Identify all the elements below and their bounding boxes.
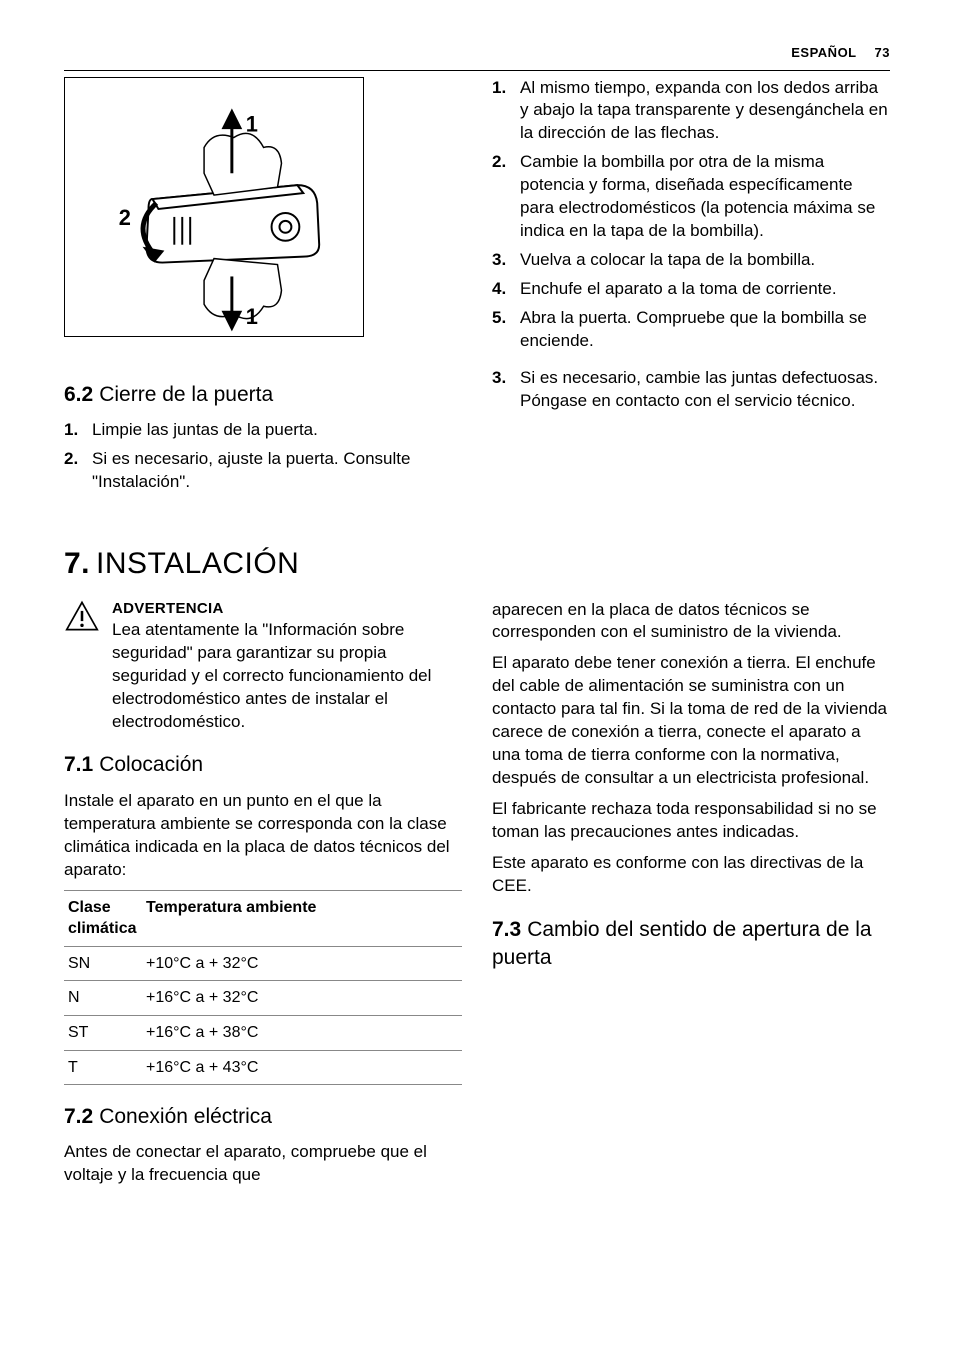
list-item: 3.Vuelva a colocar la tapa de la bombill…: [492, 249, 890, 272]
para-71-intro: Instale el aparato en un punto en el que…: [64, 790, 462, 882]
table-row: ST+16°C a + 38°C: [64, 1015, 462, 1050]
heading-62: 6.2Cierre de la puerta: [64, 381, 462, 409]
lamp-diagram-icon: 1 1 2: [65, 78, 363, 336]
figure-label-1-bottom: 1: [246, 304, 258, 329]
list-item: 4.Enchufe el aparato a la toma de corrie…: [492, 278, 890, 301]
block-62: 6.2Cierre de la puerta 1.Limpie las junt…: [64, 363, 890, 504]
para-72-r4: Este aparato es conforme con las directi…: [492, 852, 890, 898]
col-left-figure: 1 1 2: [64, 77, 462, 363]
figure-lamp-cover: 1 1 2: [64, 77, 364, 337]
list-item: 1.Limpie las juntas de la puerta.: [64, 419, 462, 442]
para-72-r3: El fabricante rechaza toda responsabilid…: [492, 798, 890, 844]
page-header: ESPAÑOL 73: [64, 44, 890, 62]
block-7: ADVERTENCIA Lea atentamente la "Informac…: [64, 599, 890, 1196]
warning-block: ADVERTENCIA Lea atentamente la "Informac…: [64, 599, 462, 734]
heading-7: 7.INSTALACIÓN: [64, 544, 890, 585]
header-lang: ESPAÑOL: [791, 45, 856, 60]
para-72-r1: aparecen en la placa de datos técnicos s…: [492, 599, 890, 645]
header-page: 73: [875, 45, 890, 60]
list-item: 5.Abra la puerta. Compruebe que la bombi…: [492, 307, 890, 353]
table-header-class: Clase climática: [64, 890, 142, 946]
list-item: 2.Cambie la bombilla por otra de la mism…: [492, 151, 890, 243]
table-header-temp: Temperatura ambiente: [142, 890, 462, 946]
para-72-r2: El aparato debe tener conexión a tierra.…: [492, 652, 890, 790]
col-right-steps: 1.Al mismo tiempo, expanda con los dedos…: [492, 77, 890, 363]
heading-73: 7.3Cambio del sentido de apertura de la …: [492, 916, 890, 973]
col-7-left: ADVERTENCIA Lea atentamente la "Informac…: [64, 599, 462, 1196]
top-rule: [64, 70, 890, 71]
heading-71: 7.1Colocación: [64, 751, 462, 779]
lamp-steps-list: 1.Al mismo tiempo, expanda con los dedos…: [492, 77, 890, 353]
block-lamp: 1 1 2 1.Al mismo tiempo, expanda con los…: [64, 77, 890, 363]
list-item: 2.Si es necesario, ajuste la puerta. Con…: [64, 448, 462, 494]
steps-62-right: 3.Si es necesario, cambie las juntas def…: [492, 367, 890, 413]
table-row: SN+10°C a + 32°C: [64, 946, 462, 981]
list-item: 1.Al mismo tiempo, expanda con los dedos…: [492, 77, 890, 146]
warning-title: ADVERTENCIA: [112, 599, 462, 619]
col-62-right: 3.Si es necesario, cambie las juntas def…: [492, 363, 890, 504]
figure-label-2: 2: [119, 204, 131, 229]
table-row: N+16°C a + 32°C: [64, 981, 462, 1016]
warning-text: ADVERTENCIA Lea atentamente la "Informac…: [112, 599, 462, 734]
heading-72: 7.2Conexión eléctrica: [64, 1103, 462, 1131]
col-62-left: 6.2Cierre de la puerta 1.Limpie las junt…: [64, 363, 462, 504]
col-7-right: aparecen en la placa de datos técnicos s…: [492, 599, 890, 1196]
para-72-left: Antes de conectar el aparato, compruebe …: [64, 1141, 462, 1187]
steps-62-left: 1.Limpie las juntas de la puerta. 2.Si e…: [64, 419, 462, 494]
warning-body: Lea atentamente la "Información sobre se…: [112, 619, 462, 734]
climate-table: Clase climática Temperatura ambiente SN+…: [64, 890, 462, 1086]
list-item: 3.Si es necesario, cambie las juntas def…: [492, 367, 890, 413]
table-row: T+16°C a + 43°C: [64, 1050, 462, 1085]
warning-icon: [64, 599, 100, 734]
figure-label-1-top: 1: [246, 111, 258, 136]
